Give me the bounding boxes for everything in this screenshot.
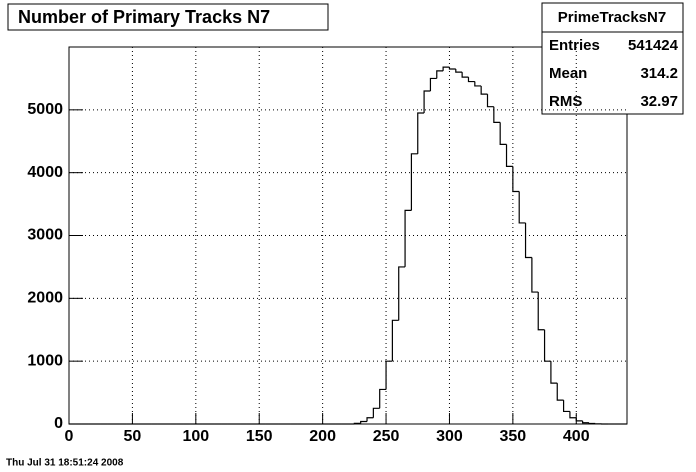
histogram-bin	[385, 360, 393, 390]
stats-label: RMS	[549, 93, 582, 110]
histogram-bin	[404, 209, 412, 267]
y-tick-label: 5000	[27, 101, 63, 118]
histogram-bin	[524, 222, 532, 259]
y-tick-label: 0	[54, 415, 63, 432]
histogram-bin	[474, 81, 482, 87]
x-tick-label: 0	[65, 428, 74, 445]
x-tick-label: 350	[500, 428, 527, 445]
x-tick-label: 50	[124, 428, 142, 445]
x-tick-label: 250	[373, 428, 400, 445]
stats-label: Entries	[549, 37, 600, 54]
histogram-bin	[442, 66, 450, 71]
histogram-bin	[537, 292, 545, 331]
histogram-bin	[556, 383, 564, 401]
histogram-bin	[588, 422, 596, 425]
histogram-bin	[505, 144, 513, 167]
histogram-bin	[353, 422, 361, 424]
histogram-bin	[417, 112, 425, 154]
histogram-bin	[582, 420, 589, 424]
histogram-bin	[562, 400, 570, 413]
histogram-bin	[486, 94, 494, 108]
stats-label: Mean	[549, 65, 587, 82]
histogram-bin	[518, 191, 526, 224]
y-tick-label: 4000	[27, 164, 63, 181]
date-label: Thu Jul 31 18:51:24 2008	[6, 458, 124, 469]
histogram-bin	[379, 388, 387, 409]
stats-title: PrimeTracksN7	[558, 9, 666, 26]
title-box	[7, 3, 329, 31]
histogram-bin	[499, 122, 507, 145]
x-tick-label: 150	[246, 428, 273, 445]
y-tick-label: 1000	[27, 352, 63, 369]
stats-value: 314.2	[640, 65, 678, 82]
histogram-bin	[467, 77, 475, 83]
histogram-bin	[410, 153, 418, 211]
y-tick-label: 2000	[27, 290, 63, 307]
histogram-bin	[461, 72, 469, 78]
histogram-bin	[391, 319, 399, 362]
histogram-bin	[360, 420, 368, 424]
histogram-bin	[423, 90, 431, 113]
histogram-bin	[531, 257, 539, 293]
histogram-bin	[493, 106, 501, 123]
x-tick-label: 400	[563, 428, 590, 445]
y-tick-label: 3000	[27, 227, 63, 244]
histogram-bin	[480, 85, 488, 95]
histogram-bin	[436, 70, 444, 79]
x-tick-label: 300	[436, 428, 463, 445]
histogram-bin	[366, 417, 374, 422]
histogram-bin	[448, 67, 456, 70]
histogram-bin	[455, 68, 463, 73]
histogram-bin	[512, 166, 520, 193]
histogram-bin	[550, 361, 558, 384]
histogram-bin	[575, 417, 583, 422]
chart-title: Number of Primary Tracks N7	[18, 7, 270, 27]
histogram-bin	[569, 411, 577, 419]
x-tick-label: 200	[309, 428, 336, 445]
histogram-bin	[429, 77, 437, 91]
histogram-bin	[543, 329, 551, 362]
histogram-bin	[398, 266, 406, 321]
stats-value: 541424	[628, 37, 679, 54]
histogram-bin	[372, 407, 380, 418]
stats-box	[541, 2, 684, 115]
stats-value: 32.97	[640, 93, 678, 110]
x-tick-label: 100	[182, 428, 209, 445]
